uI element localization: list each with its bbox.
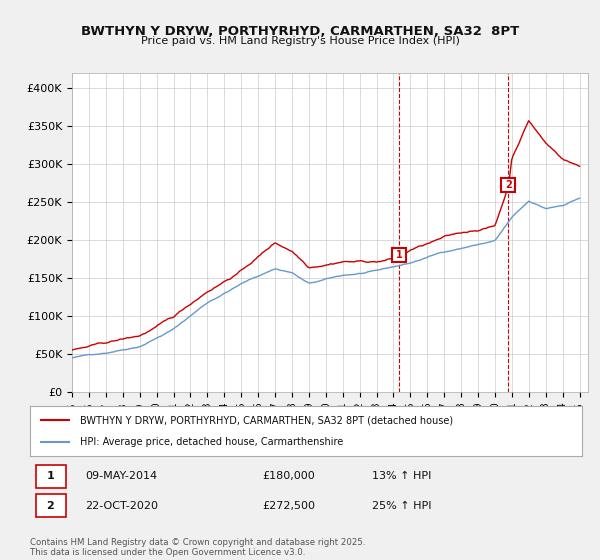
Text: 13% ↑ HPI: 13% ↑ HPI	[372, 471, 431, 481]
Text: 22-OCT-2020: 22-OCT-2020	[85, 501, 158, 511]
Text: Contains HM Land Registry data © Crown copyright and database right 2025.
This d: Contains HM Land Registry data © Crown c…	[30, 538, 365, 557]
Text: BWTHYN Y DRYW, PORTHYRHYD, CARMARTHEN, SA32  8PT: BWTHYN Y DRYW, PORTHYRHYD, CARMARTHEN, S…	[81, 25, 519, 38]
FancyBboxPatch shape	[35, 465, 66, 488]
Text: 09-MAY-2014: 09-MAY-2014	[85, 471, 157, 481]
FancyBboxPatch shape	[35, 494, 66, 517]
Text: £180,000: £180,000	[262, 471, 314, 481]
Text: 2: 2	[47, 501, 54, 511]
Text: BWTHYN Y DRYW, PORTHYRHYD, CARMARTHEN, SA32 8PT (detached house): BWTHYN Y DRYW, PORTHYRHYD, CARMARTHEN, S…	[80, 415, 453, 425]
Text: 1: 1	[47, 471, 54, 481]
Text: 1: 1	[396, 250, 403, 260]
Text: £272,500: £272,500	[262, 501, 315, 511]
Text: HPI: Average price, detached house, Carmarthenshire: HPI: Average price, detached house, Carm…	[80, 437, 343, 447]
Text: Price paid vs. HM Land Registry's House Price Index (HPI): Price paid vs. HM Land Registry's House …	[140, 36, 460, 46]
Text: 2: 2	[505, 180, 512, 190]
Text: 25% ↑ HPI: 25% ↑ HPI	[372, 501, 432, 511]
